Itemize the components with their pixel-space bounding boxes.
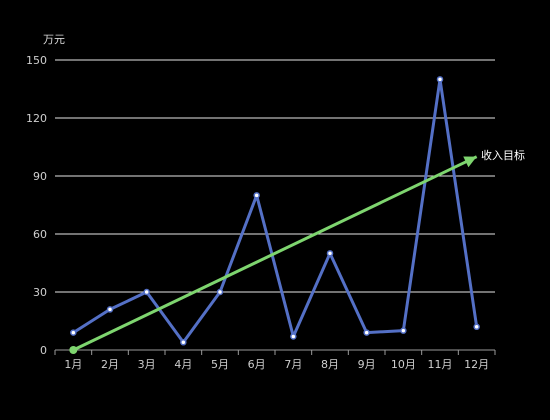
data-point-0-4	[216, 288, 224, 296]
grid-lines	[55, 59, 495, 293]
data-point-0-11	[473, 323, 480, 331]
data-point-0-8	[363, 329, 370, 336]
data-point-0-7	[326, 250, 334, 257]
target-line-start-dot	[69, 346, 78, 354]
data-point-0-5	[253, 192, 260, 199]
series-line-0	[72, 77, 479, 344]
axes: 0 30 60 90 120 150 1月 2月 3月 4月 5月 6月 7月 8月 9月 10月 11月 12月	[26, 54, 496, 371]
data-point-0-3	[180, 339, 187, 346]
x-tick-label-9: 10月	[391, 358, 416, 371]
x-tick-label-4: 5月	[211, 358, 229, 371]
x-tick-label-2: 3月	[138, 358, 156, 371]
y-axis-unit-label: 万元	[43, 33, 65, 46]
x-tick-label-0: 1月	[64, 358, 82, 371]
x-tick-label-1: 2月	[101, 358, 119, 371]
x-tick-label-7: 8月	[321, 358, 339, 371]
x-tick-label-5: 6月	[248, 358, 266, 371]
data-point-0-0	[70, 329, 77, 336]
y-tick-label-4: 120	[26, 112, 47, 125]
target-layer	[69, 155, 478, 354]
series-layer	[70, 76, 480, 346]
y-tick-label-3: 90	[33, 170, 47, 183]
x-tick-label-10: 11月	[428, 358, 453, 371]
y-tick-label-2: 60	[33, 228, 47, 241]
target-line-arrowhead	[463, 156, 477, 168]
data-point-0-2	[143, 288, 150, 296]
y-tick-label-1: 30	[33, 286, 47, 299]
x-tick-label-8: 9月	[358, 358, 376, 371]
x-tick-label-6: 7月	[284, 358, 302, 371]
data-point-0-10	[436, 76, 444, 83]
y-tick-label-5: 150	[26, 54, 47, 67]
data-point-0-1	[106, 306, 114, 313]
x-tick-label-3: 4月	[174, 358, 192, 371]
data-point-0-9	[400, 327, 407, 334]
y-tick-label-0: 0	[40, 344, 47, 357]
x-tick-label-11: 12月	[464, 358, 489, 371]
target-line-label: 收入目标	[481, 149, 525, 162]
data-point-0-6	[290, 333, 297, 340]
target-line	[72, 155, 478, 352]
